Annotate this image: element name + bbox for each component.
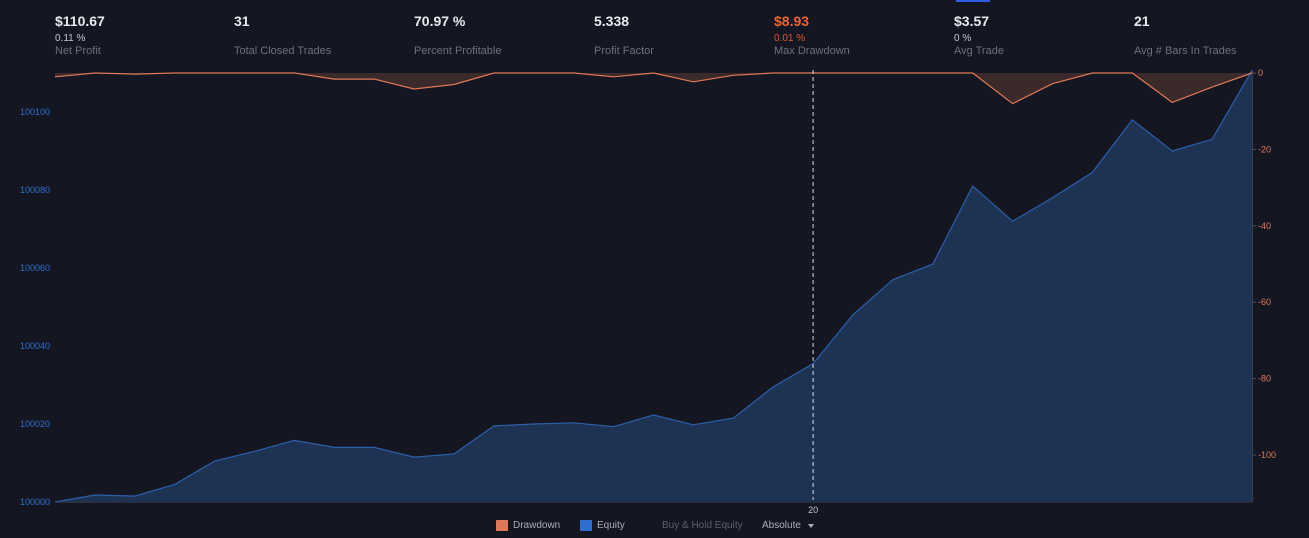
equity-axis: 100000 100020 100040 100060 100080 100100 xyxy=(20,107,50,507)
chevron-down-icon xyxy=(807,524,814,528)
drawdown-tick-label: -80 xyxy=(1258,374,1271,384)
total-closed-trades-value: 31 xyxy=(234,13,250,29)
performance-summary: $110.67 0.11 % Net Profit 31 Total Close… xyxy=(0,0,1309,66)
drawdown-area xyxy=(55,73,1252,104)
max-drawdown-label: Max Drawdown xyxy=(774,45,850,57)
percent-profitable-label: Percent Profitable xyxy=(414,45,502,57)
profit-factor-label: Profit Factor xyxy=(594,45,654,57)
x-axis: 20 xyxy=(55,502,1252,515)
equity-tick-label: 100100 xyxy=(20,107,50,117)
max-drawdown-percent: 0.01 % xyxy=(774,33,806,44)
legend-buy-hold-equity[interactable]: Buy & Hold Equity xyxy=(662,520,743,531)
avg-trade-label: Avg Trade xyxy=(954,45,1004,57)
stat-net-profit: $110.67 0.11 % Net Profit xyxy=(55,0,225,66)
equity-tick-label: 100060 xyxy=(20,263,50,273)
net-profit-value: $110.67 xyxy=(55,13,105,29)
equity-series xyxy=(54,69,1253,503)
drawdown-swatch xyxy=(496,520,508,531)
legend-equity[interactable]: Equity xyxy=(580,520,625,531)
drawdown-axis: 0 -20 -40 -60 -80 -100 xyxy=(1252,68,1276,502)
legend-drawdown[interactable]: Drawdown xyxy=(496,520,560,531)
net-profit-percent: 0.11 % xyxy=(55,33,86,44)
percent-profitable-value: 70.97 % xyxy=(414,13,466,29)
drawdown-line xyxy=(54,72,1253,105)
equity-tick-label: 100020 xyxy=(20,419,50,429)
active-tab-indicator xyxy=(956,0,990,2)
stat-profit-factor: 5.338 Profit Factor xyxy=(594,0,764,66)
scale-mode-label: Absolute xyxy=(762,520,801,531)
drawdown-series xyxy=(54,72,1253,105)
avg-trade-value: $3.57 xyxy=(954,13,990,29)
legend-buy-hold-label: Buy & Hold Equity xyxy=(662,520,743,531)
drawdown-tick-label: -40 xyxy=(1258,221,1271,231)
legend-equity-label: Equity xyxy=(597,520,625,531)
profit-factor-value: 5.338 xyxy=(594,13,630,29)
x-tick-label: 20 xyxy=(808,505,818,515)
avg-bars-value: 21 xyxy=(1134,13,1150,29)
equity-area xyxy=(55,70,1252,503)
drawdown-tick-label: -20 xyxy=(1258,144,1271,154)
avg-trade-percent: 0 % xyxy=(954,33,972,44)
total-closed-trades-label: Total Closed Trades xyxy=(234,45,332,57)
avg-bars-label: Avg # Bars In Trades xyxy=(1134,45,1237,57)
equity-tick-label: 100080 xyxy=(20,185,50,195)
equity-tick-label: 100040 xyxy=(20,341,50,351)
drawdown-tick-label: -100 xyxy=(1258,450,1276,460)
net-profit-label: Net Profit xyxy=(55,45,101,57)
drawdown-tick-label: 0 xyxy=(1258,68,1263,78)
drawdown-tick-label: -60 xyxy=(1258,297,1271,307)
stat-avg-bars-in-trades: 21 Avg # Bars In Trades xyxy=(1134,0,1304,66)
max-drawdown-value: $8.93 xyxy=(774,13,810,29)
equity-swatch xyxy=(580,520,592,531)
stat-total-closed-trades: 31 Total Closed Trades xyxy=(234,0,404,66)
stat-avg-trade: $3.57 0 % Avg Trade xyxy=(954,0,1124,66)
scale-mode-dropdown[interactable]: Absolute xyxy=(762,520,814,531)
legend-drawdown-label: Drawdown xyxy=(513,520,561,531)
equity-line xyxy=(54,69,1253,503)
stat-max-drawdown: $8.93 0.01 % Max Drawdown xyxy=(774,0,944,66)
equity-tick-label: 100000 xyxy=(20,497,50,507)
chart-legend: Drawdown Equity Buy & Hold Equity Absolu… xyxy=(0,520,1309,534)
stat-percent-profitable: 70.97 % Percent Profitable xyxy=(414,0,584,66)
